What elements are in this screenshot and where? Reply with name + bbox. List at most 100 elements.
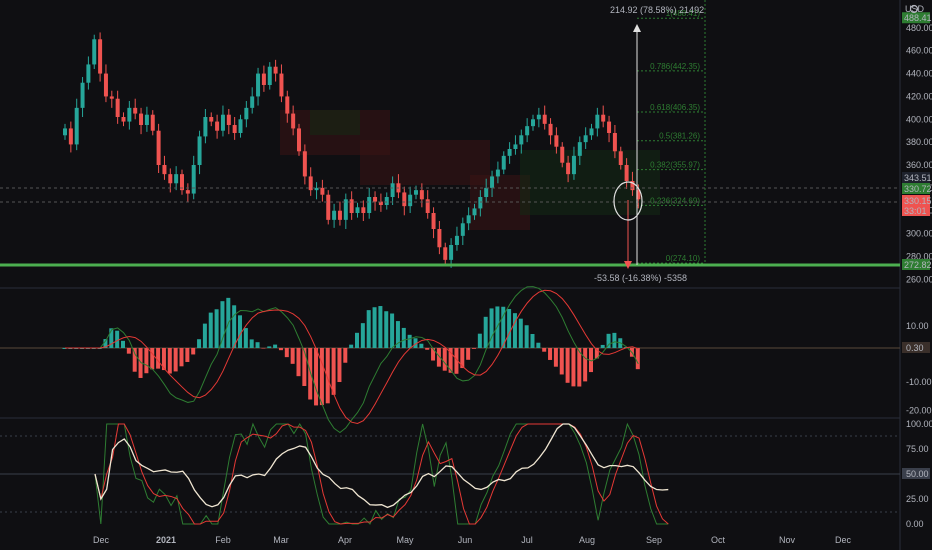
macd-hist-bar: [220, 301, 225, 348]
candlestick-series: [63, 32, 641, 268]
macd-hist-bar: [267, 346, 272, 348]
macd-hist-bar: [419, 343, 424, 348]
candle-body: [595, 114, 600, 129]
candle-body: [431, 213, 436, 229]
macd-hist-bar: [483, 316, 488, 348]
time-tick-label: 2021: [156, 535, 176, 545]
macd-hist-bar: [161, 348, 166, 371]
macd-axis[interactable]: 10.00 0.30 -10.00 -20.00: [902, 321, 932, 416]
macd-hist-bar: [62, 348, 67, 349]
price-tick-label: 440.00: [906, 69, 932, 79]
candle-body: [402, 192, 407, 207]
candle-body: [121, 117, 126, 122]
macd-hist-bar: [542, 348, 547, 352]
macd-hist-bar: [454, 348, 459, 374]
macd-hist-bar: [121, 340, 125, 348]
candle-body: [507, 149, 512, 156]
time-tick-label: Nov: [779, 535, 796, 545]
price-label-box: [902, 195, 930, 206]
price-tick-label: 480.00: [906, 23, 932, 33]
macd-hist-bar: [571, 348, 576, 387]
candle-body: [68, 128, 73, 145]
cloud-bull: [310, 110, 360, 135]
time-tick-label: Feb: [215, 535, 231, 545]
candle-body: [349, 199, 354, 213]
price-axis[interactable]: 260.00280.00300.00320.00340.00360.00380.…: [902, 12, 932, 284]
candle-body: [92, 39, 97, 65]
macd-hist-bar: [431, 348, 436, 361]
macd-hist-bar: [173, 348, 178, 372]
candle-body: [302, 151, 307, 177]
price-label-box: [902, 12, 930, 24]
candle-body: [80, 82, 85, 108]
candle-body: [185, 190, 190, 194]
rsi-pane[interactable]: 100.00 75.00 50.00 25.00 0.00: [0, 419, 932, 529]
candle-body: [244, 107, 249, 120]
macd-hist-bar: [202, 323, 207, 348]
candle-body: [454, 235, 459, 245]
fib-levels: 1(488.41) 0.786(442.35) 0.618(406.35) 0.5(3…: [637, 0, 706, 265]
macd-hist-bar: [179, 348, 184, 367]
candle-body: [630, 181, 635, 191]
rsi-current-box: [902, 468, 930, 479]
price-tick-label: 400.00: [906, 114, 932, 124]
candle-body: [220, 114, 225, 131]
price-tick-label: 460.00: [906, 46, 932, 56]
candle-body: [373, 197, 378, 202]
candle-body: [86, 64, 91, 83]
candle-body: [583, 135, 588, 143]
macd-hist-bar: [261, 348, 266, 349]
candle-body: [443, 247, 448, 260]
macd-hist-bar: [232, 305, 237, 348]
candle-body: [560, 146, 565, 163]
candle-body: [115, 98, 120, 117]
candle-body: [495, 169, 500, 177]
macd-pane[interactable]: 10.00 0.30 -10.00 -20.00: [0, 286, 932, 434]
cloud-bear: [360, 140, 490, 185]
macd-hist-bar: [512, 313, 517, 348]
candle-body: [624, 165, 629, 181]
macd-hist-bar: [589, 348, 593, 373]
candle-body: [378, 201, 383, 205]
fib-level-label: 0(274.10): [666, 254, 701, 263]
macd-hist-bar: [343, 348, 348, 363]
time-tick-label: Dec: [93, 535, 110, 545]
macd-tick-label: -20.00: [906, 405, 932, 415]
candle-body: [343, 199, 348, 220]
macd-hist-bar: [331, 348, 336, 395]
macd-hist-bar: [278, 348, 283, 351]
rsi-tick-label: 0.00: [906, 519, 924, 529]
gear-icon[interactable]: [909, 4, 919, 14]
candle-body: [490, 176, 495, 188]
time-axis[interactable]: Dec 2021 Feb Mar Apr May Jun Jul Aug Sep Oct Nov Dec: [93, 535, 852, 545]
macd-current-box: [902, 342, 930, 353]
candle-body: [542, 114, 547, 124]
rsi-tick-label: 25.00: [906, 494, 929, 504]
time-tick-label: Mar: [273, 535, 289, 545]
price-label-box: [902, 205, 930, 216]
candle-body: [390, 183, 395, 197]
macd-hist-bar: [378, 306, 383, 348]
macd-hist-bar: [150, 348, 155, 370]
macd-hist-bar: [583, 348, 588, 382]
arrow-up-icon: [633, 24, 641, 32]
price-label-box: [902, 172, 930, 183]
highlight-ellipse[interactable]: [613, 181, 643, 221]
candle-body: [337, 210, 342, 220]
signal-line: [65, 289, 639, 424]
candle-body: [74, 107, 79, 145]
candle-body: [554, 135, 559, 147]
macd-hist-bar: [612, 332, 617, 348]
macd-hist-bar: [191, 348, 196, 355]
candle-body: [636, 190, 641, 200]
candle-body: [472, 208, 477, 216]
candle-body: [384, 197, 389, 205]
candle-body: [63, 128, 67, 136]
candle-body: [536, 114, 541, 120]
rsi-axis[interactable]: 100.00 75.00 50.00 25.00 0.00: [902, 419, 932, 529]
time-tick-label: Jul: [521, 535, 533, 545]
candle-body: [273, 66, 278, 74]
candle-body: [367, 197, 372, 213]
